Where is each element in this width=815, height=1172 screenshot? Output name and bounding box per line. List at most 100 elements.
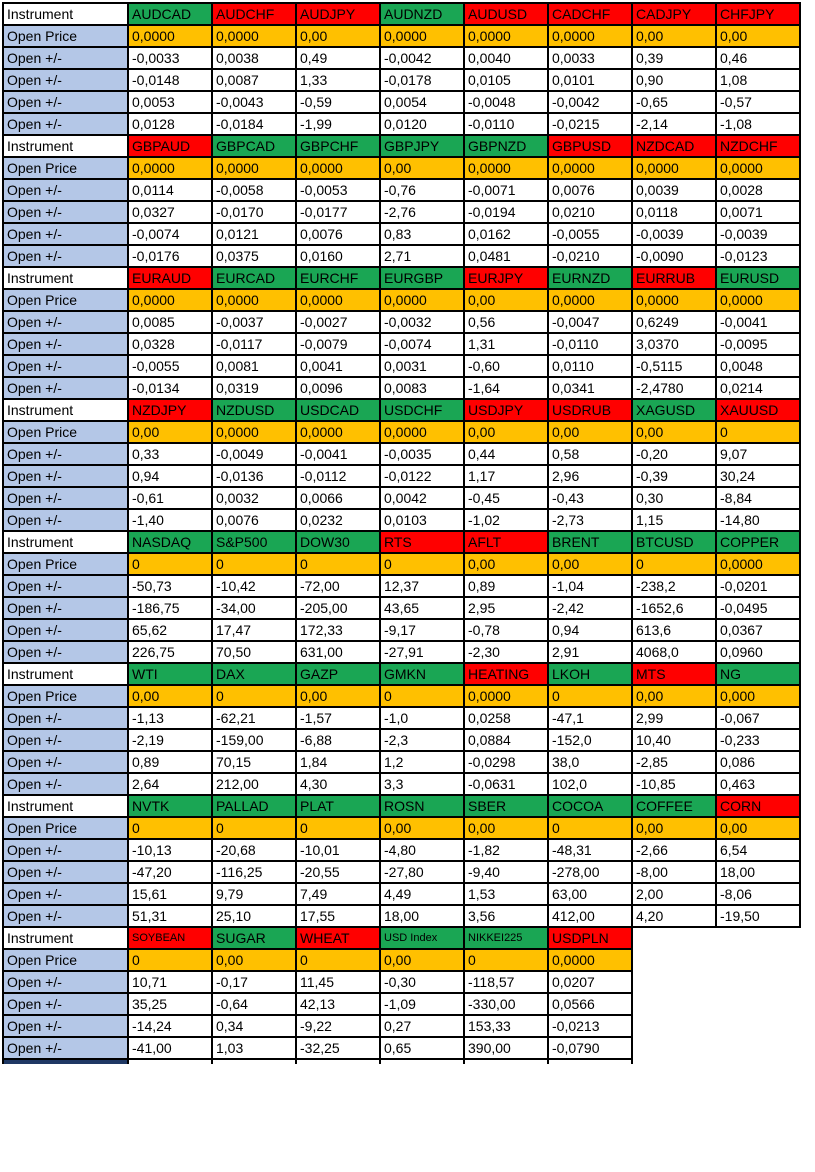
open-price-cell[interactable]: 0,00: [295, 24, 381, 48]
value-cell[interactable]: 0,0328: [127, 332, 213, 356]
value-cell[interactable]: 0,6249: [631, 310, 717, 334]
value-cell[interactable]: 0,0210: [547, 200, 633, 224]
value-cell[interactable]: 0,0048: [715, 354, 801, 378]
value-cell[interactable]: 412,00: [547, 904, 633, 928]
value-cell[interactable]: 3,3: [379, 772, 465, 796]
instrument-cell[interactable]: COFFEE: [631, 794, 717, 818]
value-cell[interactable]: -0,0032: [379, 310, 465, 334]
value-cell[interactable]: -0,0037: [211, 310, 297, 334]
instrument-cell[interactable]: AUDCHF: [211, 2, 297, 26]
instrument-cell[interactable]: NVTK: [127, 794, 213, 818]
open-price-cell[interactable]: 0: [715, 420, 801, 444]
value-cell[interactable]: 0,0040: [463, 46, 549, 70]
value-cell[interactable]: -1,04: [547, 574, 633, 598]
value-cell[interactable]: 0,46: [715, 46, 801, 70]
value-cell[interactable]: 1,84: [295, 750, 381, 774]
value-cell[interactable]: 18,00: [379, 904, 465, 928]
value-cell[interactable]: 1,31: [463, 332, 549, 356]
value-cell[interactable]: -9,40: [463, 860, 549, 884]
instrument-cell[interactable]: GBPAUD: [127, 134, 213, 158]
row-label-cell[interactable]: Open +/-: [2, 68, 129, 92]
value-cell[interactable]: 0,0103: [379, 508, 465, 532]
open-price-cell[interactable]: 0,0000: [631, 156, 717, 180]
open-price-cell[interactable]: 0,0000: [463, 684, 549, 708]
value-cell[interactable]: 0,0375: [211, 244, 297, 268]
value-cell[interactable]: -0,0176: [127, 244, 213, 268]
open-price-cell[interactable]: 0,0000: [211, 288, 297, 312]
row-label-cell[interactable]: Open +/-: [2, 882, 129, 906]
open-price-cell[interactable]: 0: [211, 684, 297, 708]
instrument-cell[interactable]: BTCUSD: [631, 530, 717, 554]
value-cell[interactable]: -27,80: [379, 860, 465, 884]
value-cell[interactable]: 0,0053: [127, 90, 213, 114]
row-label-cell[interactable]: Open Price: [2, 288, 129, 312]
partial-row-label-cell[interactable]: [2, 1058, 129, 1064]
open-price-cell[interactable]: 0,00: [379, 816, 465, 840]
value-cell[interactable]: 0,49: [295, 46, 381, 70]
value-cell[interactable]: -0,067: [715, 706, 801, 730]
instrument-cell[interactable]: GBPNZD: [463, 134, 549, 158]
value-cell[interactable]: 0,0110: [547, 354, 633, 378]
value-cell[interactable]: -238,2: [631, 574, 717, 598]
value-cell[interactable]: -4,80: [379, 838, 465, 862]
value-cell[interactable]: -20,55: [295, 860, 381, 884]
value-cell[interactable]: 226,75: [127, 640, 213, 664]
value-cell[interactable]: 0,0884: [463, 728, 549, 752]
value-cell[interactable]: 2,99: [631, 706, 717, 730]
value-cell[interactable]: 65,62: [127, 618, 213, 642]
value-cell[interactable]: -0,0790: [547, 1036, 633, 1060]
value-cell[interactable]: -0,0201: [715, 574, 801, 598]
row-label-cell[interactable]: Open +/-: [2, 464, 129, 488]
value-cell[interactable]: 0,0118: [631, 200, 717, 224]
value-cell[interactable]: 2,64: [127, 772, 213, 796]
value-cell[interactable]: -0,0047: [547, 310, 633, 334]
value-cell[interactable]: -0,0298: [463, 750, 549, 774]
instrument-cell[interactable]: MTS: [631, 662, 717, 686]
value-cell[interactable]: 10,40: [631, 728, 717, 752]
instrument-cell[interactable]: USDCHF: [379, 398, 465, 422]
value-cell[interactable]: -1,64: [463, 376, 549, 400]
instrument-cell[interactable]: NG: [715, 662, 801, 686]
open-price-cell[interactable]: 0,00: [631, 420, 717, 444]
value-cell[interactable]: -0,0090: [631, 244, 717, 268]
instrument-cell[interactable]: LKOH: [547, 662, 633, 686]
row-label-cell[interactable]: Instrument: [2, 662, 129, 686]
instrument-cell[interactable]: AUDNZD: [379, 2, 465, 26]
value-cell[interactable]: 0,0054: [379, 90, 465, 114]
value-cell[interactable]: 0,0105: [463, 68, 549, 92]
value-cell[interactable]: -1,0: [379, 706, 465, 730]
open-price-cell[interactable]: 0,0000: [463, 24, 549, 48]
row-label-cell[interactable]: Open Price: [2, 24, 129, 48]
row-label-cell[interactable]: Open +/-: [2, 332, 129, 356]
value-cell[interactable]: 0,0207: [547, 970, 633, 994]
value-cell[interactable]: 0,0319: [211, 376, 297, 400]
value-cell[interactable]: 613,6: [631, 618, 717, 642]
value-cell[interactable]: -0,0110: [547, 332, 633, 356]
value-cell[interactable]: -0,43: [547, 486, 633, 510]
value-cell[interactable]: -0,0148: [127, 68, 213, 92]
value-cell[interactable]: -19,50: [715, 904, 801, 928]
value-cell[interactable]: -2,30: [463, 640, 549, 664]
value-cell[interactable]: 0,0327: [127, 200, 213, 224]
row-label-cell[interactable]: Open +/-: [2, 970, 129, 994]
open-price-cell[interactable]: 0,0000: [127, 288, 213, 312]
value-cell[interactable]: -0,17: [211, 970, 297, 994]
value-cell[interactable]: -1,08: [715, 112, 801, 136]
value-cell[interactable]: 4068,0: [631, 640, 717, 664]
instrument-cell[interactable]: USDPLN: [547, 926, 633, 950]
value-cell[interactable]: -0,39: [631, 464, 717, 488]
partial-value-cell[interactable]: [127, 1058, 213, 1064]
value-cell[interactable]: -0,0112: [295, 464, 381, 488]
value-cell[interactable]: 0,65: [379, 1036, 465, 1060]
instrument-cell[interactable]: USDRUB: [547, 398, 633, 422]
value-cell[interactable]: -0,0041: [295, 442, 381, 466]
value-cell[interactable]: -10,01: [295, 838, 381, 862]
instrument-cell[interactable]: PLAT: [295, 794, 381, 818]
value-cell[interactable]: -62,21: [211, 706, 297, 730]
value-cell[interactable]: 0,0081: [211, 354, 297, 378]
instrument-cell[interactable]: GBPJPY: [379, 134, 465, 158]
value-cell[interactable]: -0,0055: [127, 354, 213, 378]
value-cell[interactable]: 212,00: [211, 772, 297, 796]
value-cell[interactable]: 0,94: [127, 464, 213, 488]
value-cell[interactable]: -0,0074: [379, 332, 465, 356]
